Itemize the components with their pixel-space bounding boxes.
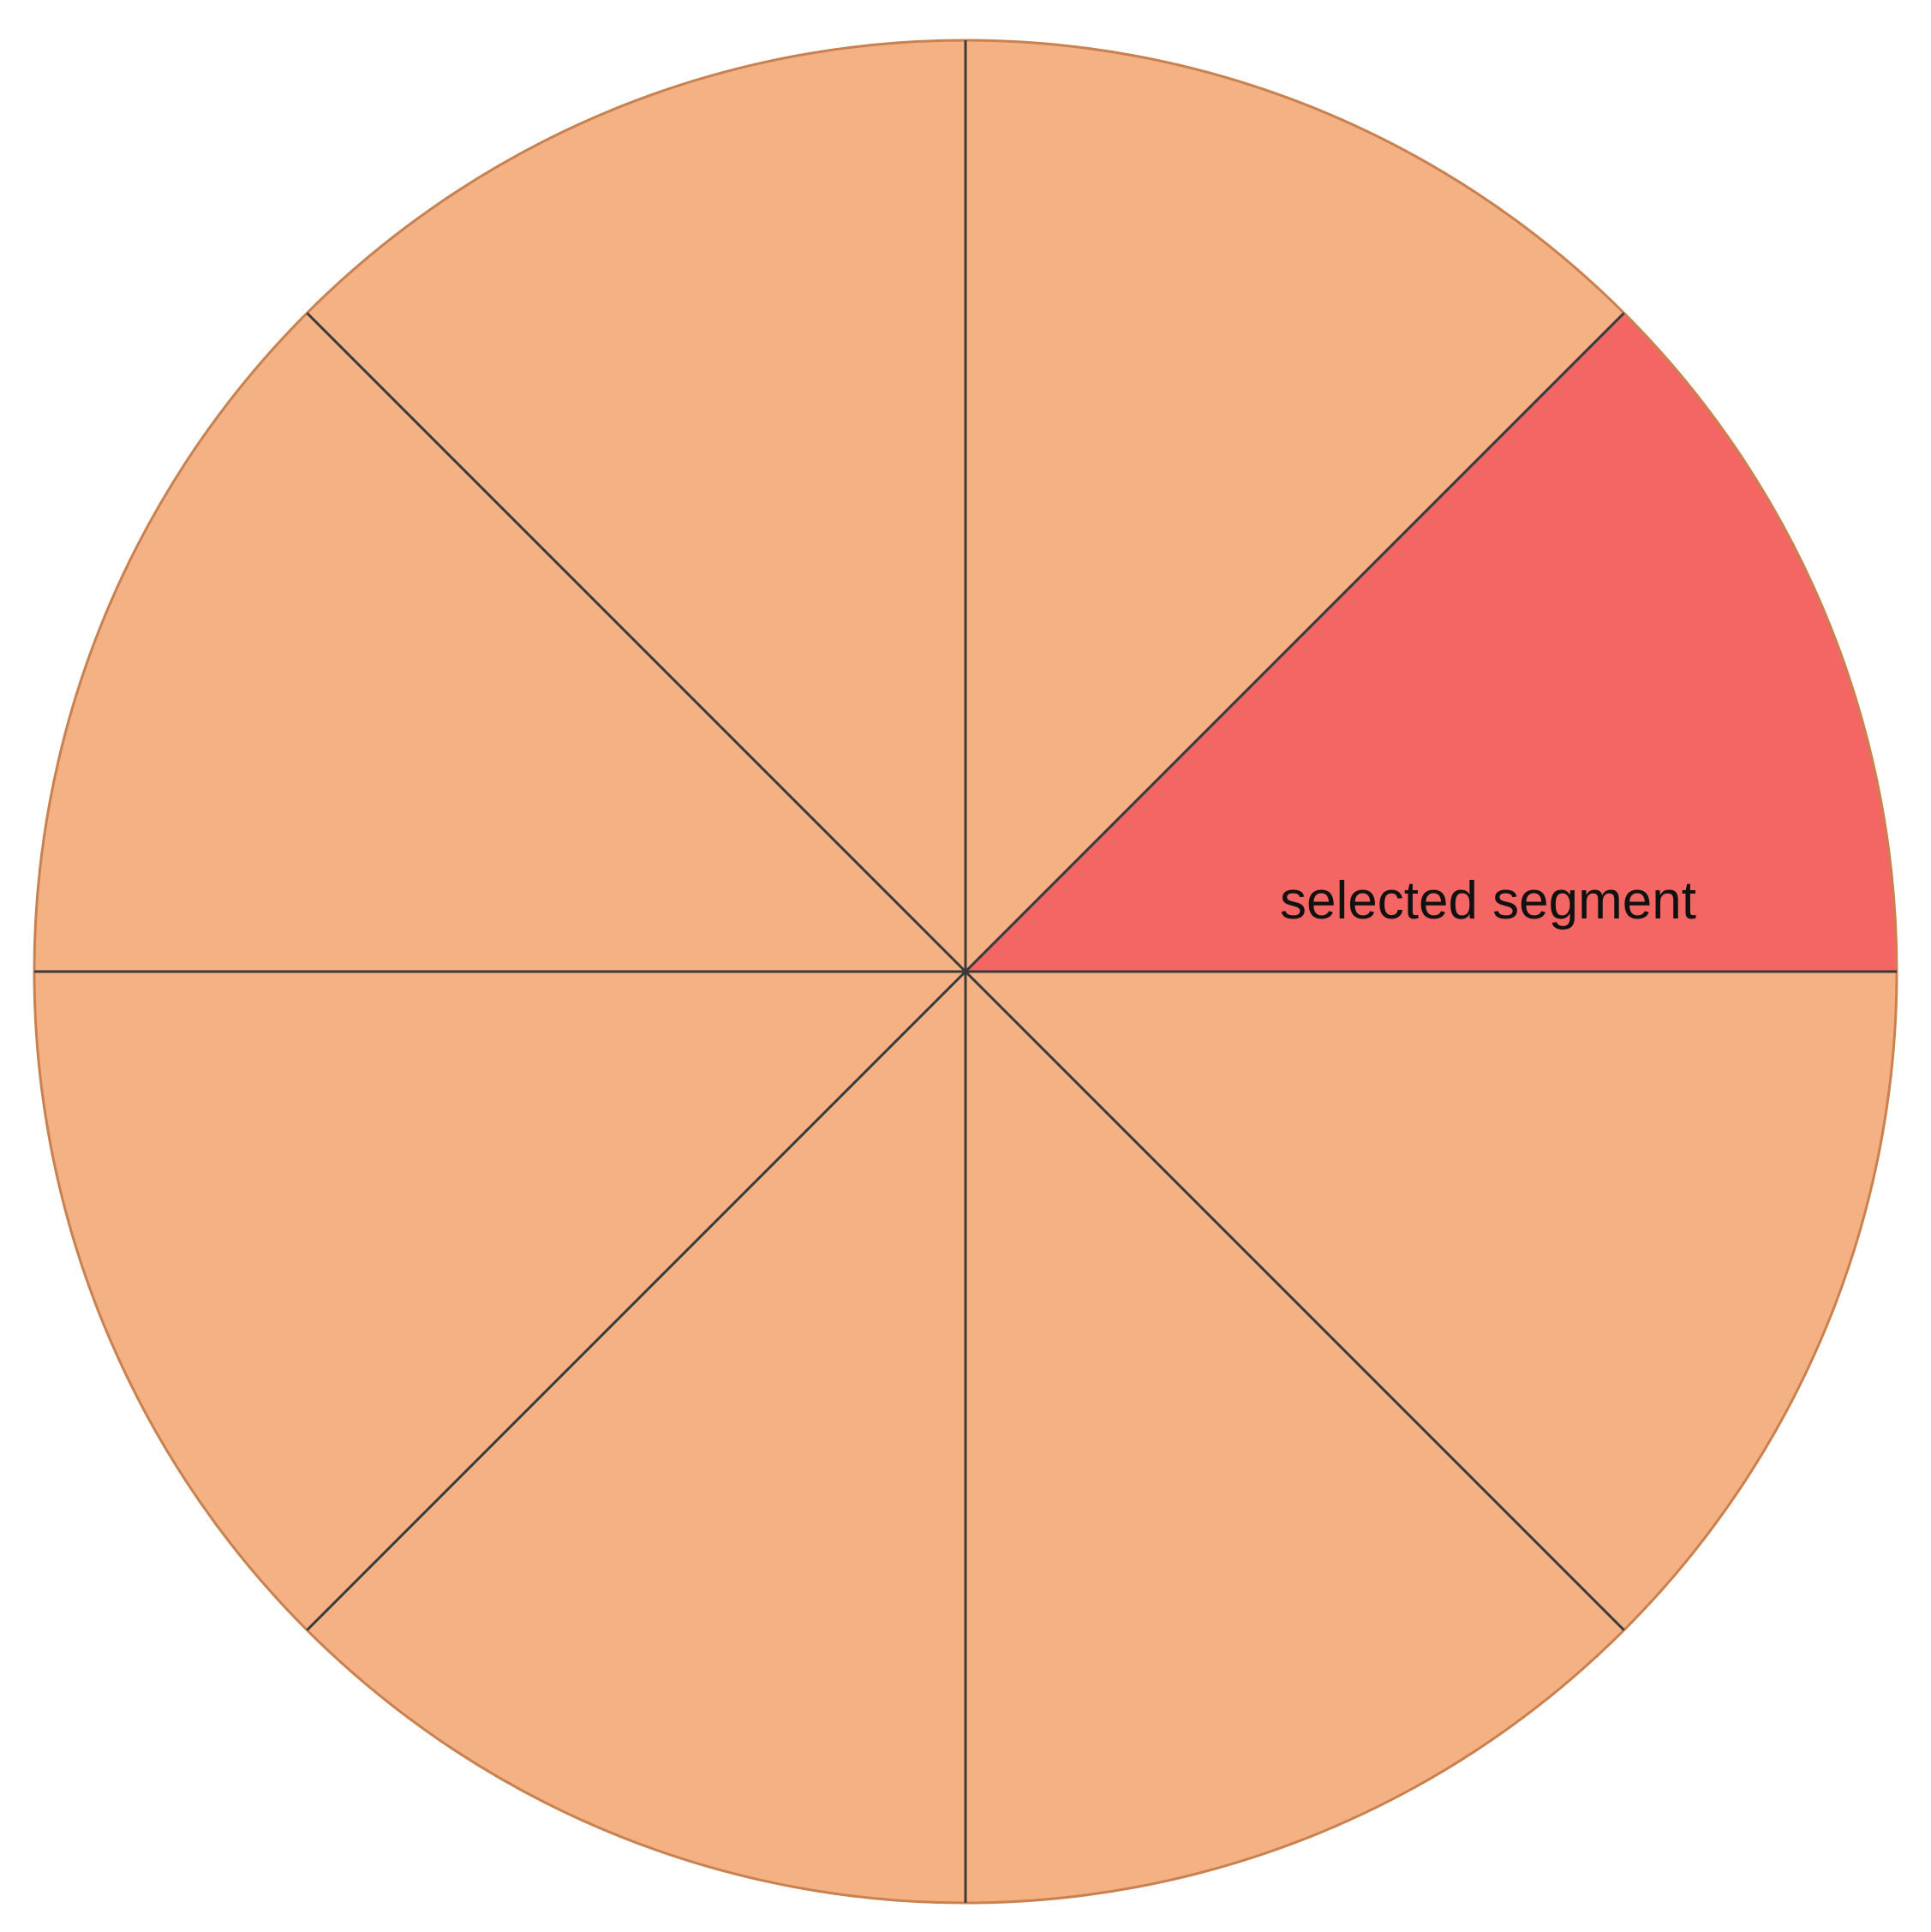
segment-dividers [34, 40, 1897, 1903]
circle-segment [966, 972, 1897, 1630]
selected-segment-label: selected segment [1280, 871, 1696, 930]
circle-segment [966, 972, 1624, 1903]
circle-segment [966, 40, 1624, 972]
segment-divider-line [964, 312, 1625, 973]
circle-segment [307, 40, 966, 972]
circle-segment [34, 313, 966, 972]
circle-segment [307, 972, 966, 1903]
circle-segment [34, 972, 966, 1630]
segment-divider-line [306, 312, 967, 973]
circle-segments [34, 40, 1897, 1903]
segment-divider-line [964, 970, 1625, 1631]
selected-segment [966, 313, 1897, 972]
segment-divider-line [306, 970, 967, 1631]
